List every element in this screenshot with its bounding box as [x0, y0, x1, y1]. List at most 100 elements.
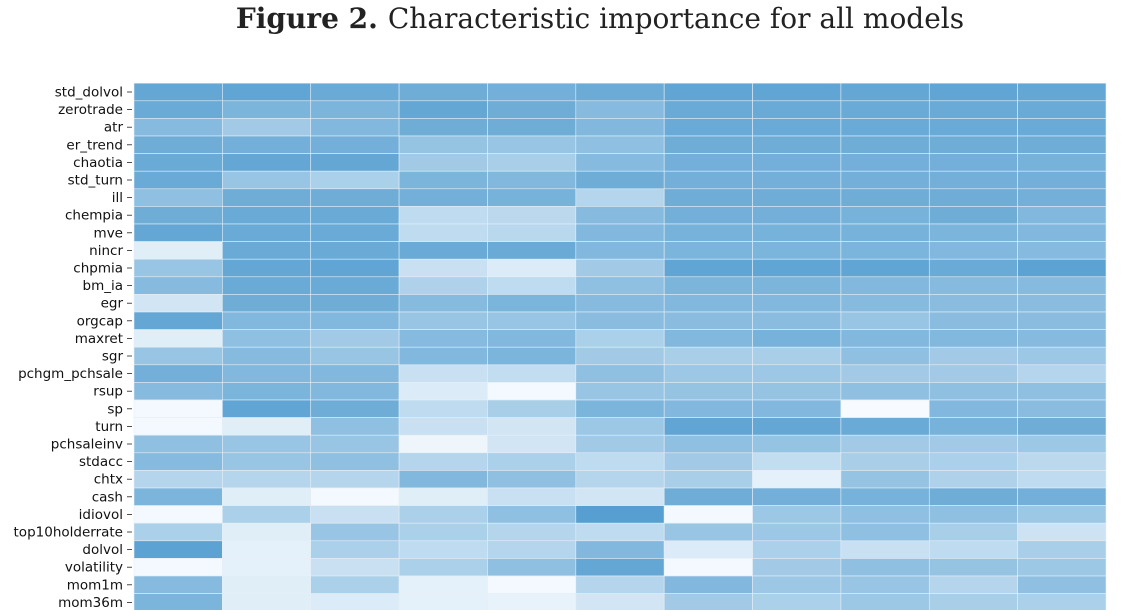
- heatmap-cell: [663, 487, 753, 506]
- heatmap-cell: [1017, 575, 1107, 594]
- heatmap-cell: [575, 417, 665, 436]
- heatmap-cell: [752, 223, 842, 242]
- heatmap-cell: [663, 153, 753, 172]
- heatmap-cell: [928, 417, 1018, 436]
- heatmap-cell: [222, 241, 312, 260]
- heatmap-cell: [575, 329, 665, 348]
- heatmap-cell: [752, 258, 842, 278]
- heatmap-cell: [398, 100, 488, 119]
- heatmap-cell: [752, 399, 842, 418]
- heatmap-cell: [1017, 241, 1107, 260]
- heatmap-cell: [575, 382, 665, 401]
- heatmap-cell: [398, 434, 488, 454]
- heatmap-cell: [222, 487, 312, 506]
- heatmap-cell: [928, 135, 1018, 154]
- heatmap-cell: [398, 135, 488, 154]
- heatmap-cell: [310, 382, 400, 401]
- heatmap-cell: [1017, 311, 1107, 330]
- heatmap-cell: [133, 382, 223, 401]
- heatmap-cell: [222, 593, 312, 610]
- heatmap-cell: [310, 434, 400, 454]
- heatmap-cell: [928, 294, 1018, 313]
- heatmap-cell: [663, 258, 753, 278]
- heatmap-cell: [310, 417, 400, 436]
- heatmap-cell: [487, 100, 577, 119]
- row-label: rsup: [93, 384, 123, 400]
- row-label: mom1m: [67, 577, 123, 593]
- heatmap-cell: [133, 329, 223, 348]
- heatmap-cell: [487, 593, 577, 610]
- heatmap-cell: [398, 522, 488, 542]
- heatmap-cell: [663, 188, 753, 207]
- heatmap-cell: [663, 82, 753, 102]
- heatmap-cell: [1017, 452, 1107, 471]
- heatmap-cell: [133, 223, 223, 242]
- heatmap-cell: [752, 417, 842, 436]
- row-label: pchsaleinv: [51, 437, 123, 453]
- heatmap-cell: [487, 558, 577, 577]
- heatmap-cell: [1017, 540, 1107, 559]
- heatmap-cell: [222, 276, 312, 295]
- heatmap-cell: [928, 452, 1018, 471]
- heatmap-cell: [310, 364, 400, 383]
- heatmap-cell: [222, 153, 312, 172]
- row-label: orgcap: [77, 313, 123, 329]
- heatmap-cell: [222, 470, 312, 489]
- heatmap-cell: [398, 206, 488, 225]
- row-label: idiovol: [79, 507, 123, 523]
- heatmap-cell: [133, 170, 223, 190]
- heatmap-cell: [487, 382, 577, 401]
- heatmap-cell: [133, 118, 223, 137]
- heatmap-cell: [398, 294, 488, 313]
- heatmap-cell: [222, 434, 312, 454]
- heatmap-cell: [928, 170, 1018, 190]
- heatmap-cell: [928, 505, 1018, 524]
- heatmap-cell: [1017, 417, 1107, 436]
- row-label: nincr: [89, 243, 123, 259]
- heatmap-cell: [752, 364, 842, 383]
- heatmap-cell: [752, 206, 842, 225]
- heatmap-cell: [310, 188, 400, 207]
- heatmap-cell: [840, 118, 930, 137]
- row-label: dolvol: [82, 542, 123, 558]
- heatmap-cell: [222, 206, 312, 225]
- heatmap-cell: [928, 434, 1018, 454]
- heatmap-cell: [398, 558, 488, 577]
- heatmap-cell: [840, 575, 930, 594]
- heatmap-cell: [310, 452, 400, 471]
- heatmap-cell: [575, 206, 665, 225]
- heatmap-cell: [840, 223, 930, 242]
- heatmap-cell: [310, 575, 400, 594]
- heatmap-cell: [663, 593, 753, 610]
- heatmap-cell: [398, 329, 488, 348]
- heatmap-cells: [133, 82, 1107, 610]
- heatmap-cell: [663, 241, 753, 260]
- heatmap-cell: [398, 593, 488, 610]
- heatmap-cell: [310, 329, 400, 348]
- heatmap-cell: [928, 575, 1018, 594]
- heatmap-cell: [310, 170, 400, 190]
- heatmap-cell: [663, 311, 753, 330]
- heatmap-cell: [840, 346, 930, 366]
- heatmap-cell: [575, 452, 665, 471]
- heatmap-cell: [487, 522, 577, 542]
- heatmap-cell: [928, 329, 1018, 348]
- heatmap-cell: [752, 575, 842, 594]
- figure-number: Figure 2.: [235, 2, 378, 35]
- heatmap-cell: [310, 206, 400, 225]
- heatmap-cell: [398, 241, 488, 260]
- heatmap-cell: [663, 276, 753, 295]
- heatmap-cell: [840, 170, 930, 190]
- heatmap-cell: [398, 364, 488, 383]
- heatmap-cell: [663, 417, 753, 436]
- heatmap-cell: [840, 329, 930, 348]
- heatmap-cell: [575, 153, 665, 172]
- heatmap-cell: [840, 153, 930, 172]
- heatmap-cell: [752, 470, 842, 489]
- heatmap-cell: [133, 487, 223, 506]
- heatmap-cell: [752, 540, 842, 559]
- heatmap-cell: [840, 241, 930, 260]
- heatmap-cell: [752, 188, 842, 207]
- figure-caption: Characteristic importance for all models: [387, 2, 965, 35]
